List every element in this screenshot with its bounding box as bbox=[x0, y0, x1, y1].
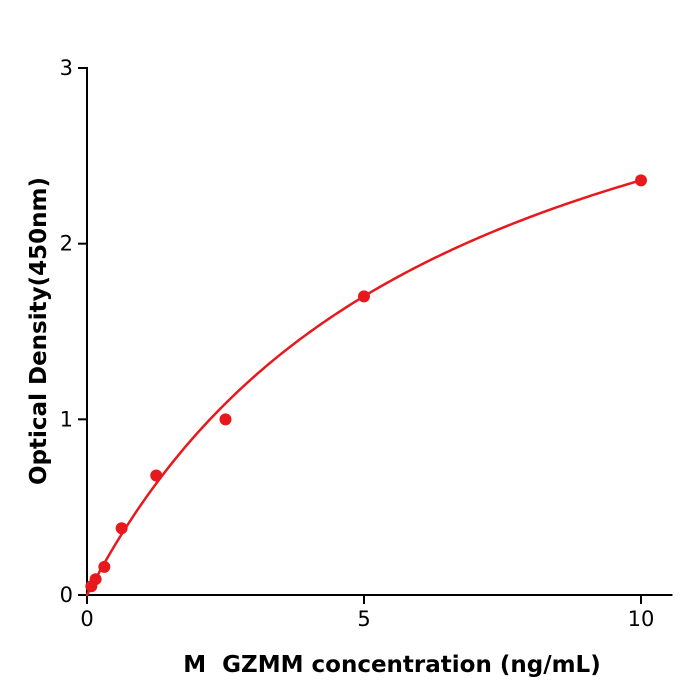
data-point bbox=[219, 413, 232, 426]
data-point bbox=[358, 290, 370, 303]
data-point bbox=[635, 174, 647, 187]
data-point bbox=[98, 560, 111, 573]
x-tick-label: 0 bbox=[80, 607, 93, 631]
y-tick-label: 3 bbox=[60, 56, 73, 80]
data-point bbox=[115, 522, 128, 535]
fit-curve bbox=[85, 179, 643, 597]
y-tick-label: 1 bbox=[60, 407, 73, 431]
plot-area: 0 5 10 0 1 2 3 bbox=[60, 56, 673, 631]
data-point bbox=[89, 573, 102, 586]
x-tick-label: 10 bbox=[628, 607, 655, 631]
data-point bbox=[150, 469, 163, 482]
y-tick-label: 0 bbox=[60, 583, 73, 607]
y-axis-title: Optical Density(450nm) bbox=[26, 177, 52, 485]
x-tick-label: 5 bbox=[357, 607, 370, 631]
y-tick-label: 2 bbox=[60, 232, 73, 256]
x-axis-title: M GZMM concentration (ng/mL) bbox=[183, 652, 600, 678]
